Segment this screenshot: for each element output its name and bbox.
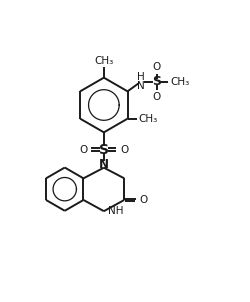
Text: CH₃: CH₃ bbox=[170, 77, 189, 87]
Text: O: O bbox=[120, 145, 128, 155]
Text: O: O bbox=[80, 145, 88, 155]
Text: CH₃: CH₃ bbox=[94, 56, 114, 66]
Text: NH: NH bbox=[108, 206, 123, 216]
Text: N: N bbox=[99, 158, 109, 171]
Text: H
N: H N bbox=[136, 72, 144, 92]
Text: O: O bbox=[152, 92, 161, 102]
Text: O: O bbox=[139, 195, 147, 205]
Text: S: S bbox=[99, 143, 109, 157]
Text: S: S bbox=[152, 76, 161, 88]
Text: O: O bbox=[152, 62, 161, 72]
Text: CH₃: CH₃ bbox=[138, 114, 158, 124]
